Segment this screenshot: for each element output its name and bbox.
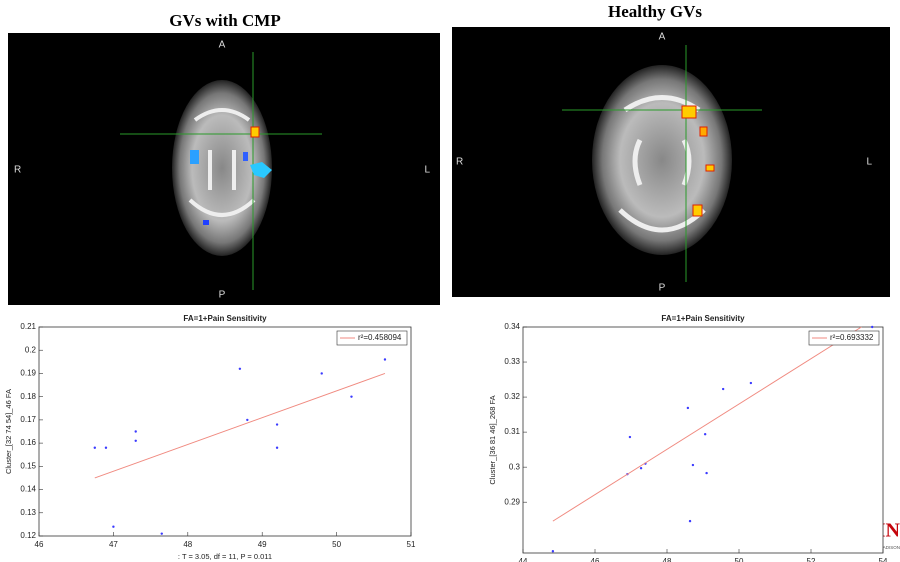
- y-tick-label: 0.21: [20, 322, 36, 331]
- data-point: [276, 423, 278, 425]
- orientation-label: A: [659, 32, 666, 43]
- orientation-label: P: [219, 290, 226, 301]
- y-tick-label: 0.31: [504, 427, 520, 436]
- data-point: [276, 447, 278, 449]
- brain-image-left: A P R L: [8, 33, 440, 305]
- legend-label: r²=0.693332: [830, 333, 874, 342]
- y-tick-label: 0.16: [20, 438, 36, 447]
- orientation-label: A: [219, 40, 226, 51]
- data-point: [350, 395, 352, 397]
- y-tick-label: 0.14: [20, 485, 36, 494]
- x-tick-label: 46: [591, 557, 600, 562]
- plot-area: [523, 327, 883, 553]
- x-tick-label: 50: [735, 557, 744, 562]
- legend-label: r²=0.458094: [358, 333, 402, 342]
- data-point: [384, 358, 386, 360]
- chart-title: FA=1+Pain Sensitivity: [183, 314, 267, 323]
- x-tick-label: 46: [35, 540, 44, 549]
- x-tick-label: 48: [663, 557, 672, 562]
- y-tick-label: 0.19: [20, 369, 36, 378]
- data-point: [94, 447, 96, 449]
- data-point: [722, 388, 724, 390]
- y-tick-label: 0.2: [25, 345, 37, 354]
- y-tick-label: 0.29: [504, 497, 520, 506]
- orientation-label: P: [659, 283, 666, 294]
- y-tick-label: 0.15: [20, 461, 36, 470]
- x-tick-label: 47: [109, 540, 118, 549]
- data-point: [687, 407, 689, 409]
- x-tick-label: 51: [407, 540, 416, 549]
- data-point: [135, 430, 137, 432]
- orientation-label: R: [14, 165, 21, 176]
- y-tick-label: 0.32: [504, 392, 520, 401]
- x-tick-label: 44: [519, 557, 528, 562]
- x-axis-label: : T = 3.05, df = 11, P = 0.011: [178, 552, 272, 561]
- data-point: [871, 326, 873, 328]
- orientation-label: L: [866, 157, 872, 168]
- chart-title: FA=1+Pain Sensitivity: [661, 314, 745, 323]
- orientation-label: R: [456, 157, 463, 168]
- data-point: [704, 433, 706, 435]
- data-point: [105, 447, 107, 449]
- image-title: Healthy GVs: [608, 2, 702, 21]
- data-point: [135, 440, 137, 442]
- data-point: [689, 520, 691, 522]
- x-tick-label: 52: [807, 557, 816, 562]
- slide: A P R L GVs with CMP A P R L Healthy GVs…: [0, 0, 900, 562]
- y-tick-label: 0.12: [20, 531, 36, 540]
- x-tick-label: 48: [183, 540, 192, 549]
- data-point: [640, 467, 642, 469]
- image-title: GVs with CMP: [169, 11, 280, 30]
- data-point: [239, 368, 241, 370]
- data-point: [552, 550, 554, 552]
- data-point: [112, 526, 114, 528]
- y-tick-label: 0.34: [504, 322, 520, 331]
- brain-image-right: A P R L: [452, 27, 890, 297]
- y-tick-label: 0.33: [504, 357, 520, 366]
- y-tick-label: 0.18: [20, 392, 36, 401]
- y-axis-label: Cluster_[36 81 46]_268 FA: [488, 395, 497, 484]
- data-point: [692, 464, 694, 466]
- y-axis-label: Cluster_[32 74 54]_46 FA: [4, 389, 13, 474]
- data-point: [705, 472, 707, 474]
- y-tick-label: 0.3: [509, 462, 521, 471]
- x-tick-label: 49: [258, 540, 267, 549]
- x-tick-label: 50: [332, 540, 341, 549]
- data-point: [750, 382, 752, 384]
- orientation-label: L: [424, 165, 430, 176]
- data-point: [629, 436, 631, 438]
- data-point: [246, 419, 248, 421]
- y-tick-label: 0.13: [20, 508, 36, 517]
- y-tick-label: 0.17: [20, 415, 36, 424]
- data-point: [321, 372, 323, 374]
- data-point: [161, 532, 163, 534]
- x-tick-label: 54: [879, 557, 888, 562]
